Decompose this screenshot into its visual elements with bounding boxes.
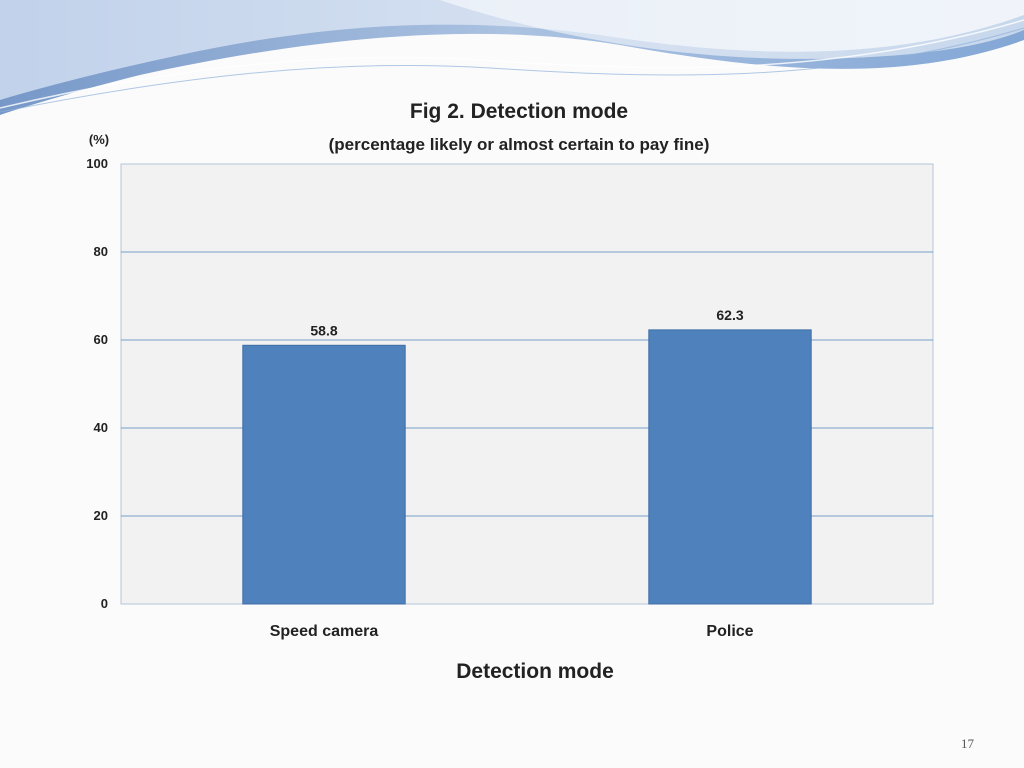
x-axis-title: Detection mode xyxy=(456,660,614,683)
y-tick-label: 100 xyxy=(86,156,108,171)
data-label: 62.3 xyxy=(716,307,743,323)
y-axis-unit-label: (%) xyxy=(89,132,109,147)
data-label: 58.8 xyxy=(310,322,337,338)
y-tick-label: 80 xyxy=(94,244,108,259)
bars xyxy=(242,329,812,605)
chart-subtitle: (percentage likely or almost certain to … xyxy=(329,135,710,154)
x-tick-label: Police xyxy=(706,623,753,640)
y-tick-label: 20 xyxy=(94,508,108,523)
slide-number: 17 xyxy=(961,736,974,751)
bar-speed-camera xyxy=(242,344,406,605)
x-tick-labels: Speed camera Police xyxy=(270,623,754,640)
y-tick-label: 40 xyxy=(94,420,108,435)
y-tick-label: 60 xyxy=(94,332,108,347)
y-tick-label: 0 xyxy=(101,596,108,611)
chart-title: Fig 2. Detection mode xyxy=(410,100,628,123)
x-tick-label: Speed camera xyxy=(270,623,379,640)
header-wave-decoration xyxy=(0,0,1024,115)
y-tick-labels: 0 20 40 60 80 100 xyxy=(86,156,108,611)
bar-police xyxy=(648,329,812,605)
data-labels: 58.8 62.3 xyxy=(310,307,743,338)
